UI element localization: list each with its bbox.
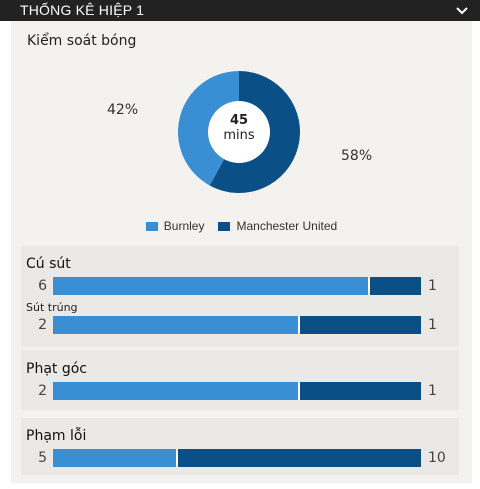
- legend-home: Burnley: [145, 219, 205, 233]
- legend: Burnley Manchester United: [11, 219, 472, 233]
- shots-on-target-row: 2 1: [21, 316, 459, 334]
- legend-away: Manchester United: [218, 219, 337, 233]
- home-swatch: [145, 221, 158, 231]
- shots-block: Cú sút 6 1 Sút trúng 2 1: [21, 246, 459, 347]
- stats-panel: Kiểm soát bóng 42% 58% 45 mins Burnley M…: [11, 21, 472, 483]
- fouls-bar: [53, 449, 421, 467]
- away-possession-percent: 58%: [341, 148, 373, 164]
- shots-on-target-home-bar: [53, 316, 299, 334]
- shots-away-value: 1: [428, 278, 437, 294]
- home-possession-percent: 42%: [107, 102, 139, 118]
- corners-home-value: 2: [38, 383, 47, 399]
- fouls-title: Phạm lỗi: [26, 428, 87, 444]
- fouls-block: Phạm lỗi 5 10: [21, 418, 459, 475]
- possession-title: Kiểm soát bóng: [27, 33, 137, 49]
- minutes-unit: mins: [223, 128, 255, 143]
- fouls-home-bar: [53, 449, 176, 467]
- away-swatch: [218, 221, 231, 231]
- legend-home-label: Burnley: [163, 219, 205, 233]
- donut-center-label: 45 mins: [208, 101, 270, 163]
- header-title: THỐNG KÊ HIỆP 1: [20, 2, 145, 18]
- legend-away-label: Manchester United: [236, 219, 338, 233]
- corners-away-value: 1: [428, 383, 437, 399]
- shots-home-value: 6: [38, 278, 47, 294]
- shots-home-bar: [53, 277, 369, 295]
- corners-away-bar: [298, 382, 421, 400]
- minutes-number: 45: [229, 113, 249, 128]
- corners-home-bar: [53, 382, 299, 400]
- corners-block: Phạt góc 2 1: [21, 350, 459, 410]
- shots-row: 6 1: [21, 277, 459, 295]
- shots-on-target-home-value: 2: [38, 317, 47, 333]
- shots-away-bar: [368, 277, 421, 295]
- corners-row: 2 1: [21, 382, 459, 400]
- shots-on-target-away-bar: [298, 316, 421, 334]
- chevron-down-icon[interactable]: [454, 0, 470, 21]
- fouls-home-value: 5: [38, 450, 47, 466]
- fouls-row: 5 10: [21, 449, 459, 467]
- shots-title: Cú sút: [26, 256, 71, 272]
- shots-on-target-bar: [53, 316, 421, 334]
- corners-title: Phạt góc: [26, 361, 87, 377]
- shots-on-target-title: Sút trúng: [26, 301, 78, 314]
- corners-bar: [53, 382, 421, 400]
- shots-on-target-away-value: 1: [428, 317, 437, 333]
- fouls-away-bar: [175, 449, 421, 467]
- stats-header: THỐNG KÊ HIỆP 1: [0, 0, 480, 21]
- fouls-away-value: 10: [428, 450, 446, 466]
- shots-bar: [53, 277, 421, 295]
